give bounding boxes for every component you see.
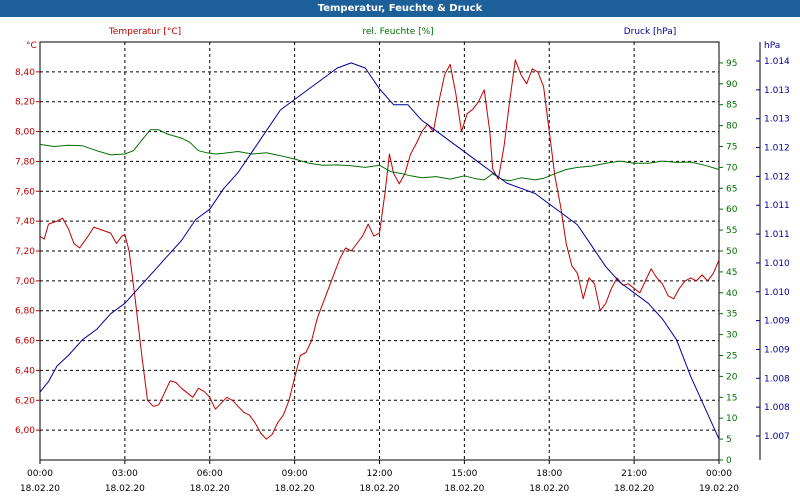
humidity-tick-label: 70 [726,163,738,173]
pressure-tick-label: 1.013 [764,115,790,125]
x-tick-time: 12:00 [367,469,393,479]
x-tick-time: 03:00 [112,469,138,479]
humidity-tick-label: 40 [726,289,738,299]
humidity-tick-label: 60 [726,205,738,215]
temperature-tick-label: 7,20 [15,247,35,257]
x-tick-time: 15:00 [451,469,477,479]
humidity-tick-label: 30 [726,331,738,341]
pressure-tick-label: 1.007 [764,432,790,442]
pressure-tick-label: 1.008 [764,403,790,413]
pressure-series-line [39,62,720,440]
temperature-tick-label: 6,00 [15,426,35,436]
x-tick-date: 18.02.20 [190,484,230,494]
humidity-tick-label: 20 [726,372,738,382]
humidity-tick-label: 65 [726,184,737,194]
humidity-tick-label: 15 [726,393,737,403]
pressure-axis-title: Druck [hPa] [624,27,677,37]
x-tick-time: 09:00 [282,469,308,479]
x-tick-time: 00:00 [706,469,732,479]
pressure-tick-label: 1.010 [764,259,790,269]
humidity-series-line [39,129,720,182]
temperature-tick-label: 6,40 [15,366,35,376]
x-tick-date: 18.02.20 [105,484,145,494]
humidity-tick-label: 75 [726,143,737,153]
pressure-tick-label: 1.012 [764,144,790,154]
pressure-tick-label: 1.012 [764,172,790,182]
temperature-tick-label: 8,00 [15,128,35,138]
pressure-tick-label: 1.009 [764,317,790,327]
pressure-tick-label: 1.013 [764,86,790,96]
x-tick-date: 18.02.20 [614,484,654,494]
temperature-tick-label: 8,40 [15,68,35,78]
temperature-tick-label: 7,40 [15,217,35,227]
humidity-tick-label: 45 [726,268,737,278]
pressure-tick-label: 1.010 [764,288,790,298]
series-layer [39,59,720,440]
x-tick-date: 18.02.20 [529,484,569,494]
humidity-tick-label: 10 [726,414,738,424]
temperature-tick-label: 6,80 [15,307,35,317]
humidity-tick-label: 95 [726,59,737,69]
grid [36,42,761,464]
x-tick-date: 19.02.20 [699,484,739,494]
humidity-axis-title: rel. Feuchte [%] [362,27,433,37]
temperature-axis-title: Temperatur [°C] [108,27,181,37]
temperature-tick-label: 7,00 [15,277,35,287]
temperature-series-line [39,59,720,440]
humidity-tick-label: 55 [726,226,737,236]
humidity-tick-label: 50 [726,247,738,257]
pressure-unit: hPa [764,41,780,51]
humidity-tick-label: 90 [726,80,738,90]
chart-title: Temperatur, Feuchte & Druck [0,0,800,17]
humidity-tick-label: 25 [726,352,737,362]
humidity-tick-label: 35 [726,310,737,320]
humidity-tick-label: 80 [726,122,738,132]
x-tick-time: 21:00 [621,469,647,479]
temperature-tick-label: 8,20 [15,98,35,108]
temperature-tick-label: 6,60 [15,337,35,347]
axes-labels: 00:00 18.02.20 03:00 18.02.20 06:00 18.02.20 0… [15,27,790,494]
x-tick-date: 18.02.20 [359,484,399,494]
temperature-unit: °C [26,41,37,51]
pressure-tick-label: 1.011 [764,201,790,211]
x-tick-date: 18.02.20 [20,484,60,494]
x-tick-time: 06:00 [197,469,223,479]
x-tick-time: 18:00 [536,469,562,479]
temperature-tick-label: 6,20 [15,396,35,406]
x-tick-date: 18.02.20 [275,484,315,494]
humidity-tick-label: 0 [726,456,732,466]
pressure-tick-label: 1.011 [764,230,790,240]
humidity-tick-label: 85 [726,101,737,111]
pressure-tick-label: 1.014 [764,57,790,67]
chart: 00:00 18.02.20 03:00 18.02.20 06:00 18.02.20 0… [15,27,790,494]
temperature-tick-label: 7,60 [15,187,35,197]
pressure-tick-label: 1.008 [764,374,790,384]
humidity-tick-label: 5 [726,435,732,445]
x-tick-time: 00:00 [27,469,53,479]
x-tick-date: 18.02.20 [444,484,484,494]
temperature-tick-label: 7,80 [15,157,35,167]
pressure-tick-label: 1.009 [764,345,790,355]
